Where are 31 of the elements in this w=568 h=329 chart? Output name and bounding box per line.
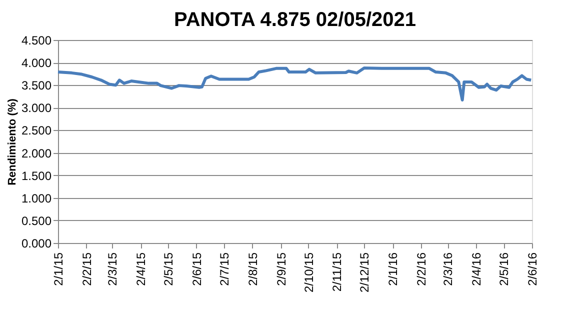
chart-title: PANOTA 4.875 02/05/2021	[174, 9, 416, 31]
x-tick-label: 2/5/16	[497, 252, 512, 286]
y-tick-label: 3.500	[21, 78, 52, 93]
y-tick-label: 0.000	[21, 236, 52, 250]
y-tick-label: 3.000	[21, 101, 52, 116]
x-tick-label: 2/10/15	[302, 252, 316, 293]
x-tick-label: 2/7/15	[217, 252, 232, 286]
x-tick-label: 2/4/15	[134, 252, 148, 286]
y-tick-label: 2.000	[21, 146, 52, 160]
x-tick-label: 2/1/16	[386, 252, 400, 286]
x-tick-label: 2/11/15	[330, 252, 344, 292]
x-tick-label: 2/9/15	[274, 252, 288, 286]
line-series	[56, 66, 533, 102]
y-tick-label: 1.500	[21, 168, 52, 183]
x-tick-label: 2/3/16	[441, 252, 456, 286]
x-tick-label: 2/6/16	[526, 252, 540, 286]
x-tick-label: 2/2/15	[80, 252, 94, 286]
x-tick-label: 2/4/16	[470, 252, 484, 286]
x-tick-label: 2/6/15	[190, 252, 204, 286]
x-tick-label: 2/5/15	[162, 252, 176, 286]
y-tick-label: 2.500	[21, 124, 52, 138]
x-tick-label: 2/3/15	[106, 252, 120, 286]
y-tick-label: 4.000	[21, 56, 52, 70]
y-tick-label: 0.500	[21, 214, 52, 228]
x-tick-label: 2/1/15	[52, 252, 66, 286]
x-tick-label: 2/12/15	[358, 252, 372, 293]
x-tick-label: 2/2/16	[414, 252, 429, 286]
y-tick-label: 1.000	[21, 191, 52, 206]
y-tick-label: 4.500	[21, 34, 52, 48]
x-tick-label: 2/8/15	[246, 252, 260, 286]
y-axis-title: Rendimiento (%)	[6, 98, 18, 186]
